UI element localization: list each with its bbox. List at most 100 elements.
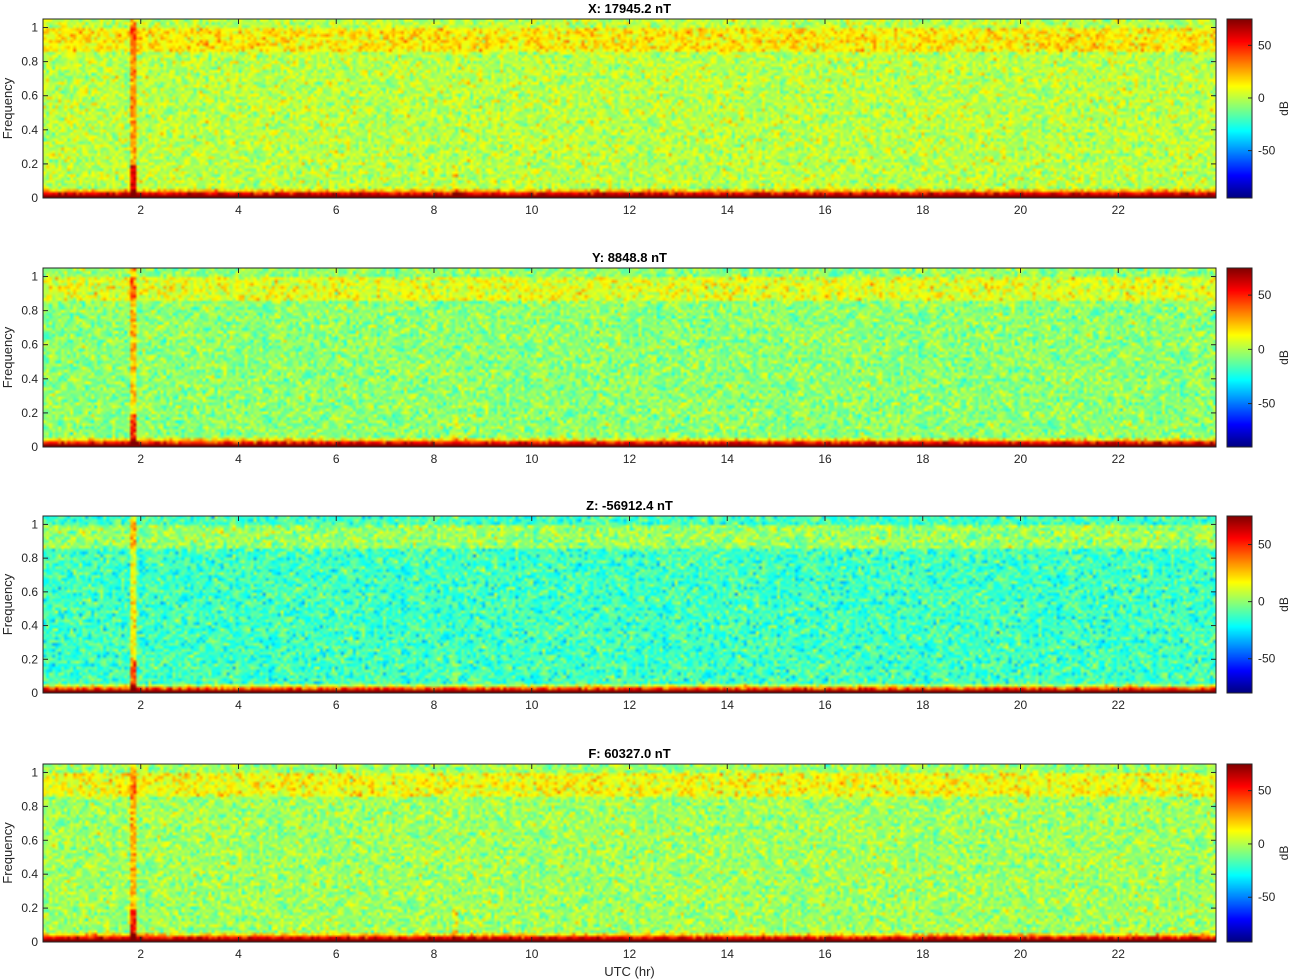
panel-title: X: 17945.2 nT [588,1,671,16]
x-tick-label: 18 [916,698,930,712]
colorbar-box [1226,763,1253,943]
colorbar-label: dB [1277,597,1291,612]
spectrogram-panel-2: Z: -56912.4 nT2 4 6 8 10 12 14 16 18 20 2200.20.40… [0,498,1291,712]
colorbar-tick-label: 50 [1258,288,1272,302]
x-tick-label: 22 [1112,698,1126,712]
x-tick-label: 16 [818,203,832,217]
y-tick-label: 0.2 [21,901,38,915]
spectrogram-panel-1: Y: 8848.8 nT2 4 6 8 10 12 14 16 18 20 2200.20.40.6… [0,250,1291,466]
x-tick-label: 12 [623,452,637,466]
x-tick-label: 14 [721,452,735,466]
colorbar-tick-label: 50 [1258,784,1272,798]
x-tick-label: 18 [916,203,930,217]
colorbar-tick-label: 0 [1258,837,1265,851]
x-tick-label: 6 [333,203,340,217]
y-tick-label: 1 [31,517,38,531]
x-tick-label: 4 [235,203,242,217]
y-tick-label: 0.2 [21,406,38,420]
x-tick-label: 8 [431,452,438,466]
x-tick-label: 10 [525,947,539,961]
x-tick-label: 14 [721,947,735,961]
x-tick-label: 20 [1014,698,1028,712]
y-tick-label: 0 [31,935,38,949]
x-tick-label: 14 [721,698,735,712]
x-axis-label: UTC (hr) [604,964,655,979]
x-tick-label: 10 [525,452,539,466]
y-tick-label: 0.2 [21,652,38,666]
colorbar-tick-label: 50 [1258,538,1272,552]
x-tick-label: 10 [525,698,539,712]
x-tick-label: 2 [137,203,144,217]
x-tick-label: 12 [623,947,637,961]
x-tick-label: 6 [333,452,340,466]
y-tick-label: 0 [31,686,38,700]
y-tick-label: 0.2 [21,157,38,171]
y-axis-label: Frequency [0,822,15,884]
colorbar-tick-label: -50 [1258,652,1276,666]
colorbar-label: dB [1277,846,1291,861]
colorbar-tick-label: 0 [1258,91,1265,105]
y-axis-label: Frequency [0,326,15,388]
colorbar-box [1226,267,1253,448]
y-axis-label: Frequency [0,573,15,635]
spectrogram-image [43,268,1216,447]
x-tick-label: 16 [818,698,832,712]
x-tick-label: 6 [333,698,340,712]
colorbar-tick-label: 0 [1258,595,1265,609]
x-tick-label: 18 [916,452,930,466]
colorbar [1227,19,1252,198]
x-tick-label: 20 [1014,452,1028,466]
x-tick-label: 18 [916,947,930,961]
panel-title: Z: -56912.4 nT [586,498,673,513]
y-tick-label: 1 [31,21,38,35]
y-axis-label: Frequency [0,77,15,139]
colorbar-box [1226,515,1253,694]
y-tick-label: 0 [31,440,38,454]
x-tick-label: 22 [1112,947,1126,961]
colorbar-label: dB [1277,101,1291,116]
x-tick-label: 4 [235,698,242,712]
colorbar-tick-label: -50 [1258,397,1276,411]
y-tick-label: 0.4 [21,123,38,137]
y-tick-label: 0.8 [21,551,38,565]
x-tick-label: 14 [721,203,735,217]
spectrogram-panel-0: X: 17945.2 nT 2 4 6 8 10 12 14 16 18 20 22 0 0.2 0.4 0.… [0,1,1291,217]
y-tick-label: 0.4 [21,372,38,386]
x-tick-label: 4 [235,452,242,466]
x-tick-label: 16 [818,947,832,961]
colorbar [1227,516,1252,693]
x-tick-label: 22 [1112,203,1126,217]
y-tick-label: 0.8 [21,304,38,318]
x-tick-label: 8 [431,698,438,712]
x-tick-label: 16 [818,452,832,466]
colorbar-label: dB [1277,350,1291,365]
y-tick-label: 1 [31,270,38,284]
y-tick-label: 0.4 [21,619,38,633]
colorbar-tick-label: -50 [1258,144,1276,158]
y-tick-label: 0.6 [21,89,38,103]
x-tick-label: 6 [333,947,340,961]
y-tick-label: 0.6 [21,833,38,847]
spectrogram-panel-3: F: 60327.0 nT2 4 6 8 10 12 14 16 18 20 2200.20.40.… [0,746,1291,979]
x-tick-label: 10 [525,203,539,217]
x-tick-label: 20 [1014,203,1028,217]
x-tick-label: 12 [623,698,637,712]
x-tick-label: 12 [623,203,637,217]
x-tick-label: 20 [1014,947,1028,961]
x-tick-label: 8 [431,947,438,961]
x-tick-label: 8 [431,203,438,217]
y-tick-label: 1 [31,765,38,779]
panel-title: Y: 8848.8 nT [592,250,667,265]
panel-title: F: 60327.0 nT [588,746,670,761]
colorbar [1227,764,1252,942]
colorbar-box [1226,18,1253,199]
colorbar-tick-label: 50 [1258,38,1272,52]
y-tick-label: 0.6 [21,338,38,352]
x-tick-label: 2 [137,947,144,961]
spectrogram-image [43,19,1216,198]
spectrogram-image [43,516,1216,693]
spectrogram-image [43,764,1216,942]
x-tick-label: 22 [1112,452,1126,466]
x-tick-label: 2 [137,698,144,712]
